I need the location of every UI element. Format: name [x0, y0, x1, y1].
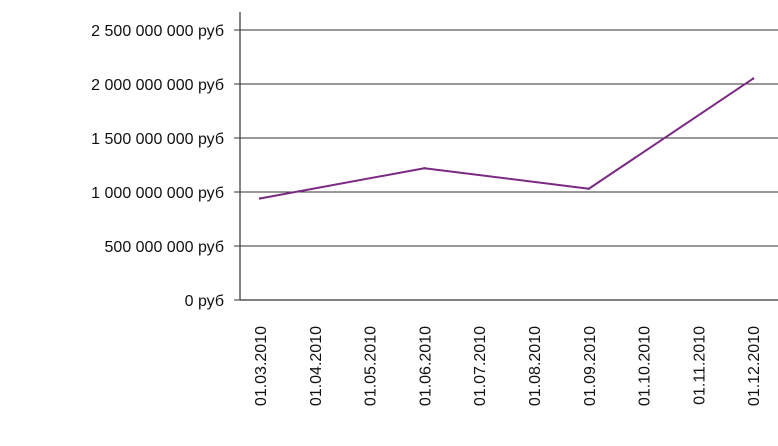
y-tick-label-4: 2 000 000 000 руб: [91, 77, 224, 94]
axes: [239, 12, 778, 301]
y-axis-ticks: 0 руб 500 000 000 руб 1 000 000 000 руб 1 5…: [91, 23, 240, 310]
y-tick-label-1: 500 000 000 руб: [105, 239, 224, 256]
data-point-2: [587, 187, 590, 190]
y-tick-label-0: 0 руб: [185, 293, 224, 310]
y-tick-label-2: 1 000 000 000 руб: [91, 185, 224, 202]
data-point-3: [752, 77, 755, 80]
x-tick-label-8: 01.11.2010: [691, 326, 708, 405]
x-tick-label-3: 01.06.2010: [417, 326, 434, 406]
series-line-0: [259, 77, 754, 200]
x-tick-label-0: 01.03.2010: [253, 326, 270, 406]
x-tick-label-2: 01.05.2010: [363, 326, 380, 406]
data-point-0: [258, 197, 262, 200]
x-tick-label-9: 01.12.2010: [746, 326, 763, 406]
x-tick-label-5: 01.08.2010: [527, 326, 544, 406]
y-tick-label-5: 2 500 000 000 руб: [91, 23, 224, 40]
data-point-1: [423, 167, 426, 170]
y-tick-label-3: 1 500 000 000 руб: [91, 131, 224, 148]
x-tick-label-4: 01.07.2010: [472, 326, 489, 406]
x-tick-label-7: 01.10.2010: [637, 326, 654, 406]
gridlines: [240, 29, 778, 247]
x-tick-label-6: 01.09.2010: [582, 326, 599, 406]
x-tick-label-1: 01.04.2010: [308, 326, 325, 406]
series-layer: [258, 77, 755, 200]
x-axis-ticks: 01.03.2010 01.04.2010 01.05.2010 01.06.2010…: [253, 326, 763, 406]
